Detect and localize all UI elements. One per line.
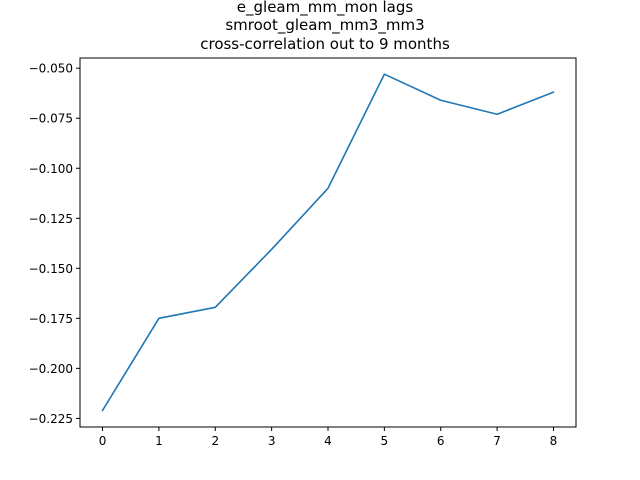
plot-area (101, 73, 555, 412)
y-tick-label: −0.225 (29, 412, 73, 426)
x-tick-label: 8 (550, 434, 558, 448)
x-tick-label: 1 (155, 434, 163, 448)
x-tick-label: 7 (493, 434, 501, 448)
y-tick-label: −0.125 (29, 212, 73, 226)
x-tick-label: 0 (99, 434, 107, 448)
x-tick-label: 2 (211, 434, 219, 448)
title-line-1: e_gleam_mm_mon lags (237, 0, 414, 17)
title-line-2: smroot_gleam_mm3_mm3 (225, 16, 424, 35)
title-line-3: cross-correlation out to 9 months (200, 35, 450, 53)
x-tick-label: 5 (381, 434, 389, 448)
x-axis: 0 1 2 3 4 5 6 7 8 (99, 427, 558, 448)
x-tick-label: 4 (324, 434, 332, 448)
x-tick-label: 6 (437, 434, 445, 448)
series-line (101, 73, 555, 412)
chart-title: e_gleam_mm_mon lags smroot_gleam_mm3_mm3… (200, 0, 450, 53)
y-tick-label: −0.075 (29, 112, 73, 126)
axes-frame (79, 57, 577, 428)
x-tick-label: 3 (268, 434, 276, 448)
y-tick-label: −0.200 (29, 362, 73, 376)
y-tick-label: −0.150 (29, 262, 73, 276)
y-tick-label: −0.175 (29, 312, 73, 326)
y-axis: −0.225 −0.200 −0.175 −0.150 −0.125 −0.100 −0.0… (29, 62, 80, 426)
y-tick-label: −0.050 (29, 62, 73, 76)
y-tick-label: −0.100 (29, 162, 73, 176)
